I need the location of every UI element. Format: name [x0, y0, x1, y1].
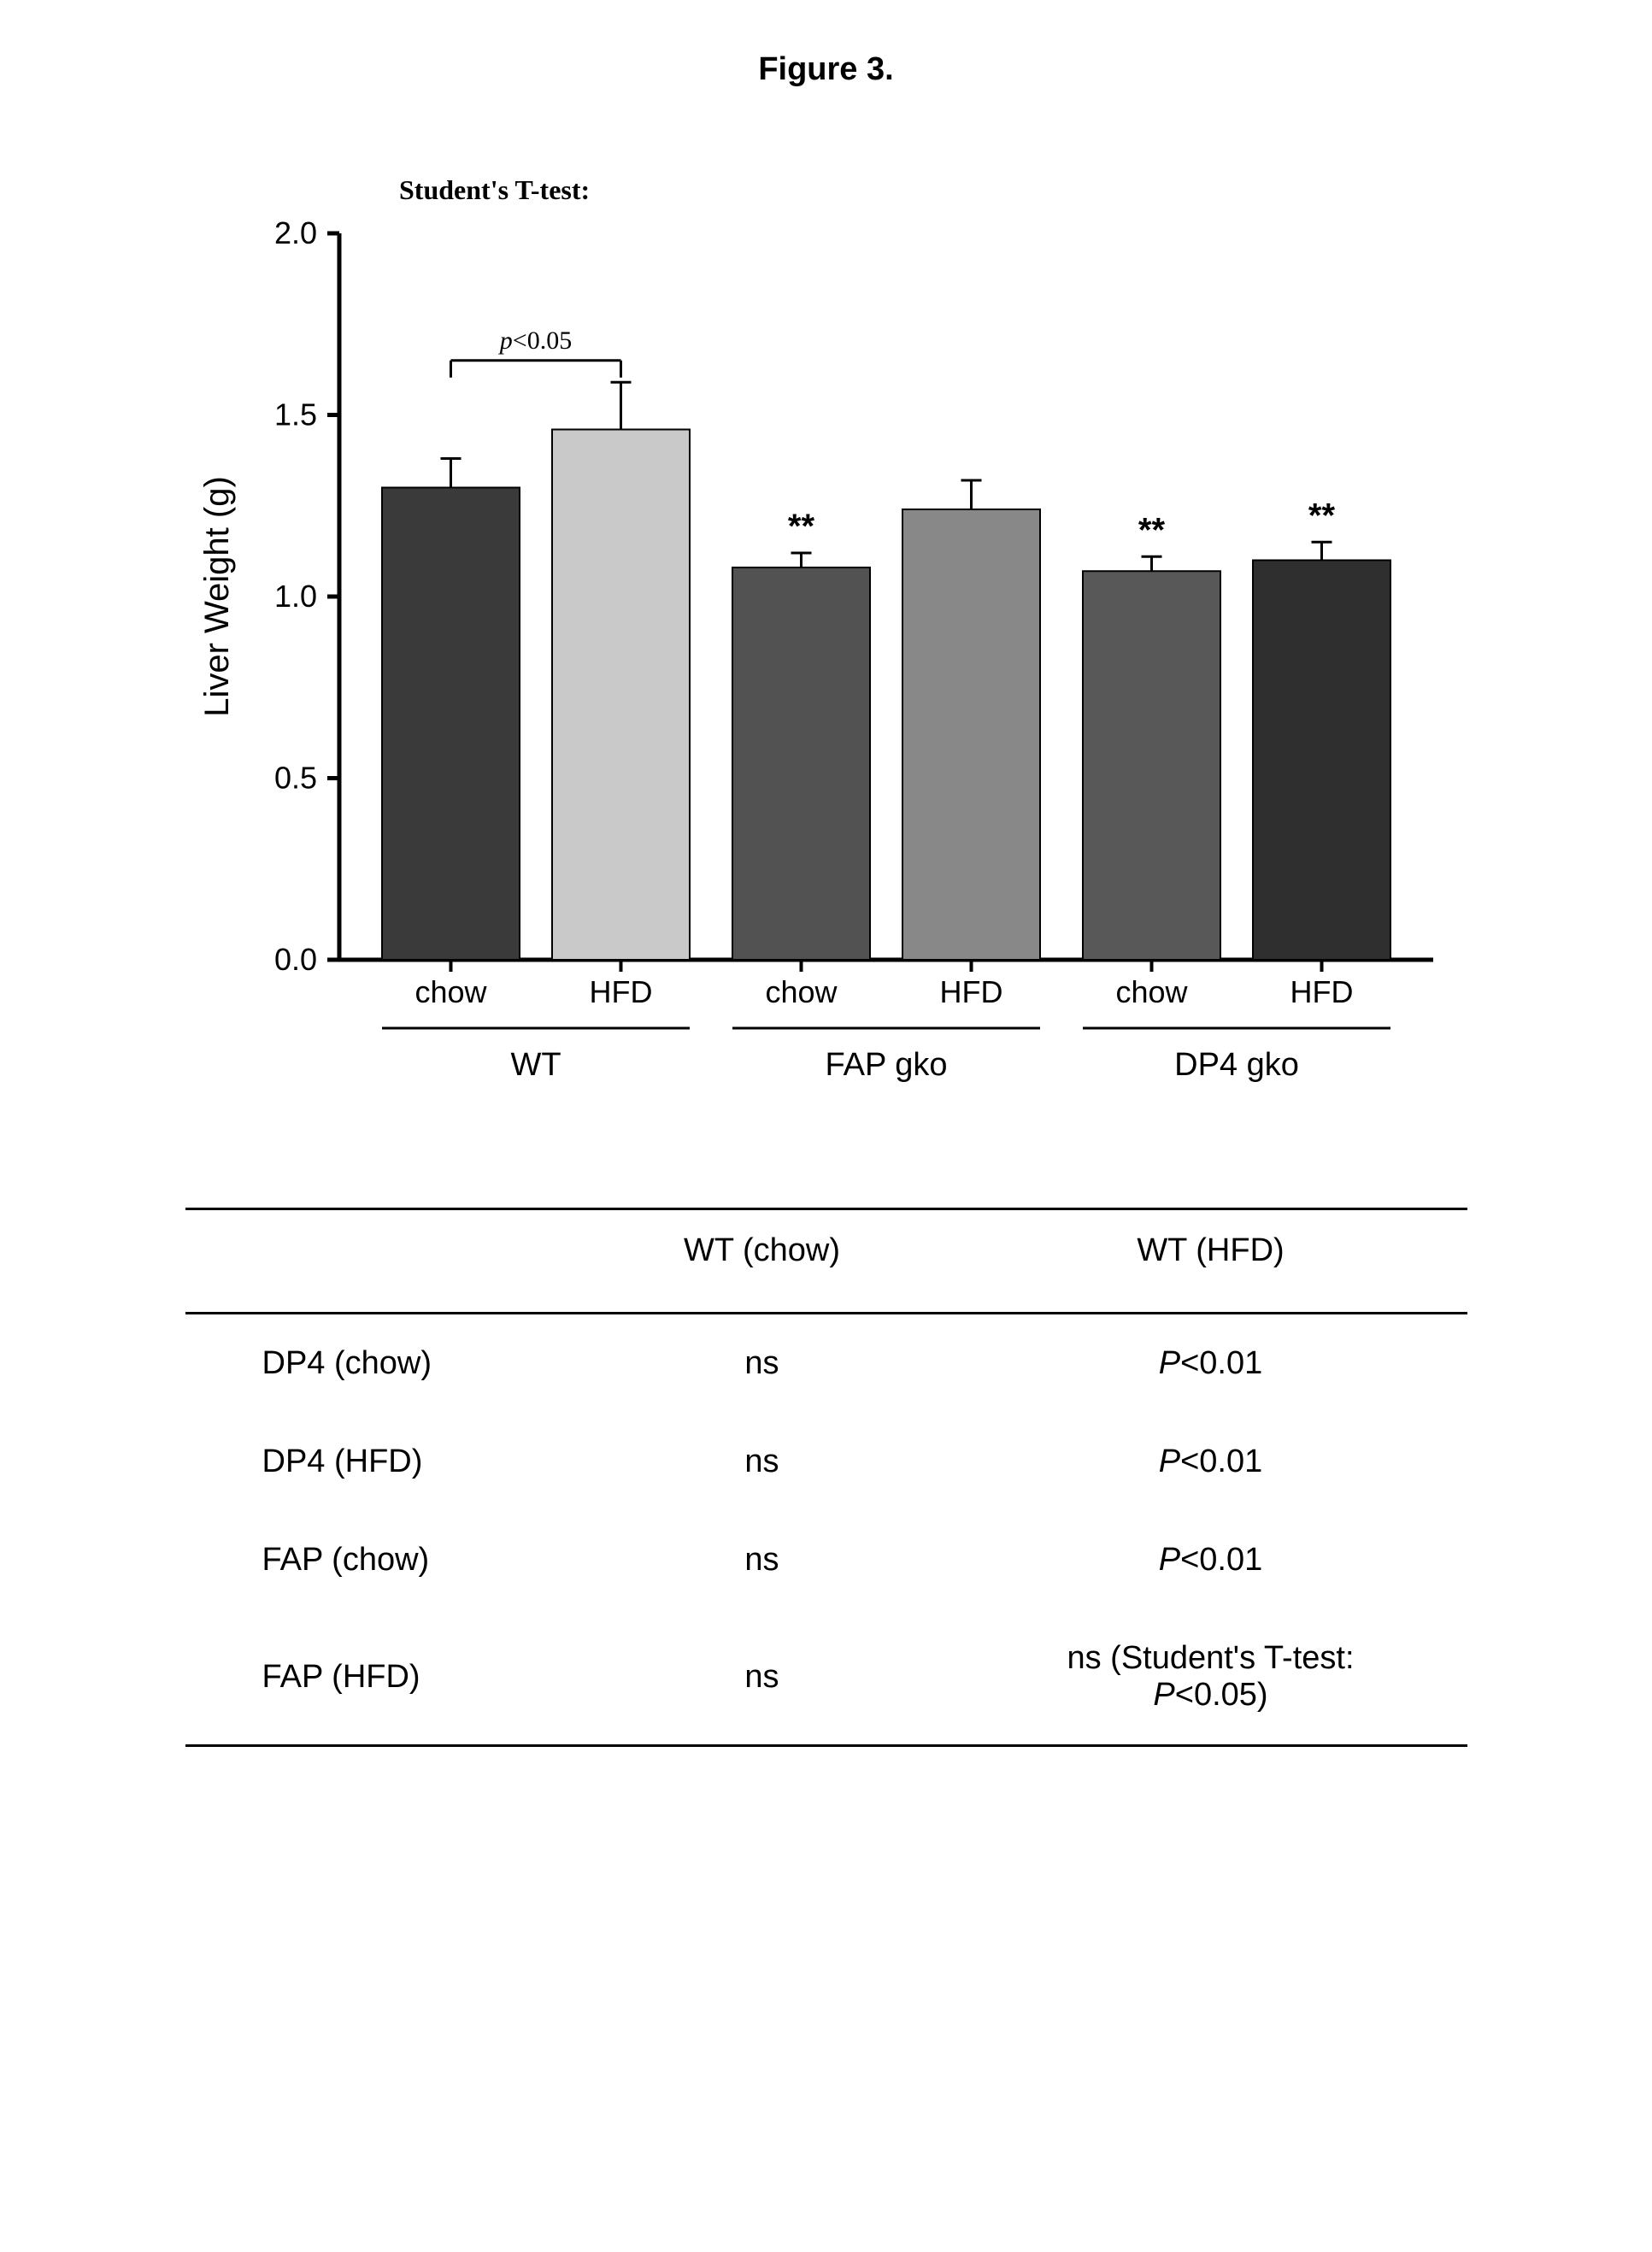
table-cell: ns	[570, 1413, 955, 1511]
svg-text:chow: chow	[414, 974, 487, 1009]
stats-table-container: WT (chow)WT (HFD)DP4 (chow)nsP<0.01DP4 (…	[185, 1208, 1467, 1747]
svg-text:1.5: 1.5	[273, 397, 316, 432]
table-row-label: FAP (chow)	[185, 1511, 570, 1609]
svg-text:**: **	[1308, 497, 1335, 534]
svg-text:WT: WT	[510, 1047, 561, 1083]
table-row-label: FAP (HFD)	[185, 1609, 570, 1746]
table-cell: P<0.01	[955, 1413, 1467, 1511]
svg-text:FAP gko: FAP gko	[825, 1047, 947, 1083]
bar-chart: 0.0 0.5 1.0 1.5 2.0 Liver Weight (g) ** ** ** cho…	[185, 156, 1467, 1139]
table-cell: ns (Student's T-test:P<0.05)	[955, 1609, 1467, 1746]
svg-text:HFD: HFD	[1290, 974, 1353, 1009]
svg-text:p<0.05: p<0.05	[497, 326, 571, 355]
svg-text:2.0: 2.0	[273, 215, 316, 250]
table-row: FAP (HFD)nsns (Student's T-test:P<0.05)	[185, 1609, 1467, 1746]
svg-text:**: **	[1138, 511, 1165, 549]
table-header: WT (HFD)	[955, 1209, 1467, 1314]
svg-text:chow: chow	[1115, 974, 1188, 1009]
table-row-label: DP4 (chow)	[185, 1314, 570, 1414]
svg-text:HFD: HFD	[939, 974, 1002, 1009]
table-row: DP4 (HFD)nsP<0.01	[185, 1413, 1467, 1511]
svg-text:0.5: 0.5	[273, 761, 316, 796]
svg-text:Student's T-test:: Student's T-test:	[399, 174, 590, 205]
svg-text:0.0: 0.0	[273, 942, 316, 977]
stats-table: WT (chow)WT (HFD)DP4 (chow)nsP<0.01DP4 (…	[185, 1208, 1467, 1747]
svg-text:HFD: HFD	[589, 974, 652, 1009]
table-cell: ns	[570, 1511, 955, 1609]
table-cell: ns	[570, 1314, 955, 1414]
table-header	[185, 1209, 570, 1314]
chart-svg: 0.0 0.5 1.0 1.5 2.0 Liver Weight (g) ** ** ** cho…	[185, 156, 1467, 1139]
table-cell: P<0.01	[955, 1511, 1467, 1609]
svg-text:chow: chow	[765, 974, 838, 1009]
svg-text:1.0: 1.0	[273, 579, 316, 614]
table-row: DP4 (chow)nsP<0.01	[185, 1314, 1467, 1414]
svg-text:Liver Weight (g): Liver Weight (g)	[198, 476, 236, 717]
figure-title: Figure 3.	[68, 51, 1584, 88]
svg-text:**: **	[787, 508, 814, 545]
table-cell: ns	[570, 1609, 955, 1746]
table-header: WT (chow)	[570, 1209, 955, 1314]
svg-text:DP4 gko: DP4 gko	[1174, 1047, 1299, 1083]
table-row: FAP (chow)nsP<0.01	[185, 1511, 1467, 1609]
table-row-label: DP4 (HFD)	[185, 1413, 570, 1511]
table-cell: P<0.01	[955, 1314, 1467, 1414]
